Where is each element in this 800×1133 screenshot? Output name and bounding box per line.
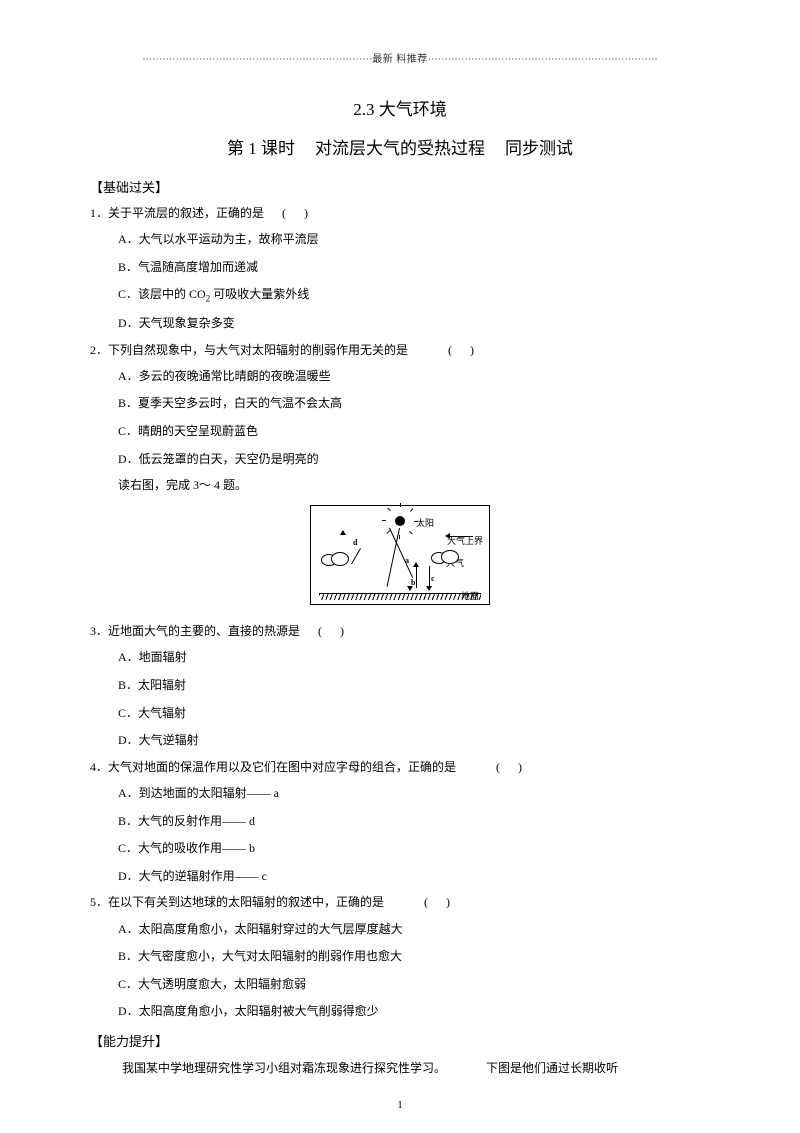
sun-label: 太阳	[416, 516, 434, 529]
q5-option-d: D．太阳高度角愈小，太阳辐射被大气削弱得愈少	[118, 1001, 710, 1023]
q2-option-a: A．多云的夜晚通常比晴朗的夜晚温暖些	[118, 366, 710, 388]
read-instruction: 读右图，完成 3～ 4 题。	[90, 476, 710, 495]
ability-paragraph: 我国某中学地理研究性学习小组对霜冻现象进行探究性学习。下图是他们通过长期收听	[90, 1058, 710, 1080]
q2-option-b: B．夏季天空多云时，白天的气温不会太高	[118, 393, 710, 415]
q5-option-a: A．太阳高度角愈小，太阳辐射穿过的大气层厚度越大	[118, 919, 710, 941]
question-1: 1．关于平流层的叙述，正确的是() A．大气以水平运动为主，故称平流层 B．气温…	[90, 204, 710, 335]
diagram-wrapper: 太阳 大气上界 大气 地面 a d b c	[90, 505, 710, 610]
q1-option-a: A．大气以水平运动为主，故称平流层	[118, 229, 710, 251]
q5-option-b: B．大气密度愈小，大气对太阳辐射的削弱作用也愈大	[118, 946, 710, 968]
question-3: 3．近地面大气的主要的、直接的热源是() A．地面辐射 B．太阳辐射 C．大气辐…	[90, 622, 710, 752]
q3-option-b: B．太阳辐射	[118, 675, 710, 697]
q4-option-a: A．到达地面的太阳辐射—— a	[118, 783, 710, 805]
q4-option-c: C．大气的吸收作用—— b	[118, 838, 710, 860]
page-number: 1	[397, 1099, 403, 1111]
q2-option-d: D．低云笼罩的白天，天空仍是明亮的	[118, 449, 710, 471]
q5-option-c: C．大气透明度愈大，太阳辐射愈弱	[118, 974, 710, 996]
question-2: 2．下列自然现象中，与大气对太阳辐射的削弱作用无关的是() A．多云的夜晚通常比…	[90, 341, 710, 496]
q4-option-d: D．大气的逆辐射作用—— c	[118, 866, 710, 888]
question-4: 4．大气对地面的保温作用以及它们在图中对应字母的组合，正确的是() A．到达地面…	[90, 758, 710, 888]
lesson-title: 第 1 课时对流层大气的受热过程同步测试	[90, 134, 710, 159]
q2-option-c: C．晴朗的天空呈现蔚蓝色	[118, 421, 710, 443]
q3-option-d: D．大气逆辐射	[118, 730, 710, 752]
chapter-title: 2.3 大气环境	[90, 95, 710, 120]
question-5: 5．在以下有关到达地球的太阳辐射的叙述中，正确的是() A．太阳高度角愈小，太阳…	[90, 893, 710, 1023]
section-ability: 【能力提升】	[90, 1031, 710, 1050]
header-banner: ⋯⋯⋯⋯⋯⋯⋯⋯⋯⋯⋯⋯⋯⋯⋯⋯⋯⋯⋯⋯⋯⋯⋯最新 料推荐⋯⋯⋯⋯⋯⋯⋯⋯⋯⋯⋯…	[90, 50, 710, 65]
q1-option-b: B．气温随高度增加而递减	[118, 257, 710, 279]
cloud-left-icon	[321, 552, 349, 564]
q3-option-c: C．大气辐射	[118, 703, 710, 725]
atmosphere-diagram: 太阳 大气上界 大气 地面 a d b c	[310, 505, 490, 605]
q1-option-d: D．天气现象复杂多变	[118, 313, 710, 335]
cloud-right-icon	[431, 550, 459, 562]
q1-option-c: C．该层中的 CO2 可吸收大量紫外线	[118, 284, 710, 307]
q3-option-a: A．地面辐射	[118, 647, 710, 669]
q4-option-b: B．大气的反射作用—— d	[118, 811, 710, 833]
section-basic: 【基础过关】	[90, 177, 710, 196]
